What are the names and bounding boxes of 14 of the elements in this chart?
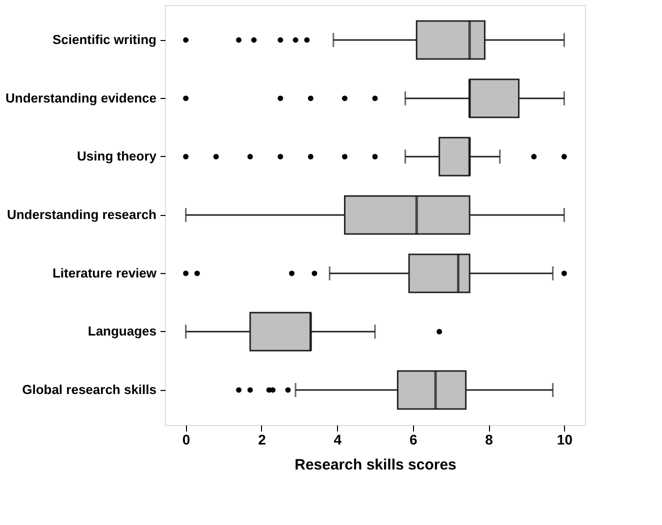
- y-tick-label: Scientific writing: [52, 32, 157, 47]
- x-tick-label: 6: [409, 432, 418, 448]
- y-tick-label: Global research skills: [22, 382, 156, 397]
- y-tick-label: Literature review: [52, 265, 158, 280]
- y-tick-label: Languages: [88, 324, 156, 339]
- x-tick-label: 0: [182, 432, 190, 448]
- x-tick-label: 2: [258, 432, 266, 448]
- y-tick-label: Understanding research: [6, 207, 157, 222]
- x-tick-label: 10: [556, 432, 573, 448]
- x-tick-label: 8: [485, 432, 494, 448]
- y-tick-label: Using theory: [77, 148, 158, 164]
- y-tick-label: Understanding evidence: [6, 90, 156, 106]
- x-axis-title: Research skills scores: [294, 456, 456, 474]
- x-tick-label: 4: [334, 432, 342, 448]
